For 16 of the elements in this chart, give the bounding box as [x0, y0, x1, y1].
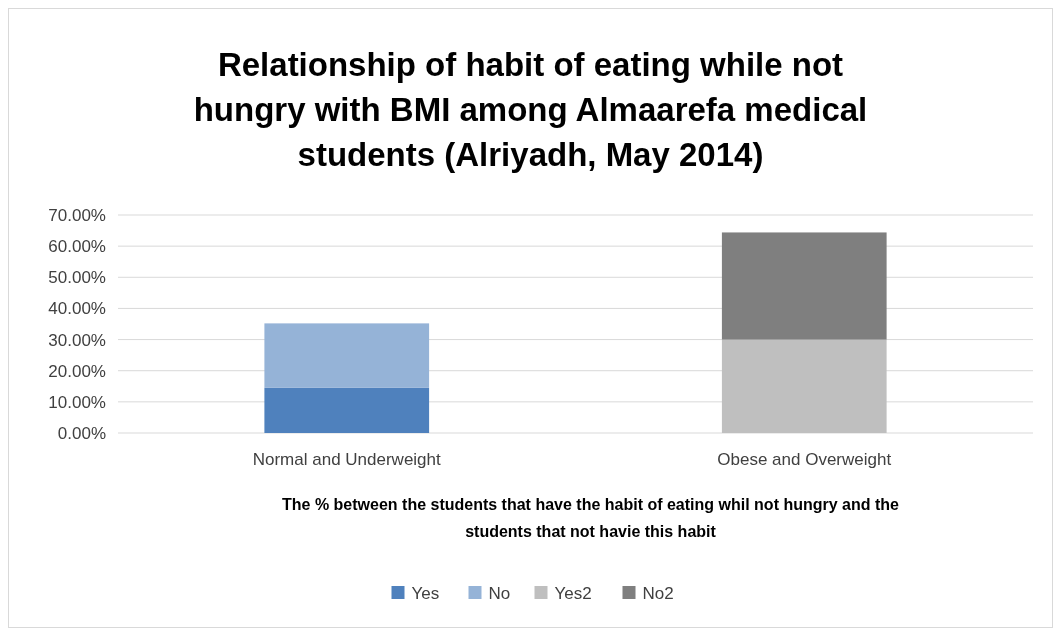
y-tick-label: 0.00%: [57, 423, 106, 443]
legend-label: No: [488, 583, 511, 603]
y-tick-label: 30.00%: [48, 330, 106, 350]
y-tick-label: 10.00%: [48, 392, 106, 412]
x-tick-label: Obese and Overweight: [717, 450, 892, 469]
y-tick-label: 70.00%: [48, 205, 106, 225]
legend-label: No2: [642, 583, 674, 603]
legend-label: Yes2: [554, 583, 592, 603]
y-tick-label: 20.00%: [48, 361, 106, 381]
x-tick-label: Normal and Underweight: [252, 450, 442, 469]
chart-title: Relationship of habit of eating while not hungry with BMI among Almaarefa medical students (Alriyadh, May 2014): [193, 46, 868, 173]
x-axis-title: The % between the students that have the habit of eating whil not hungry and the students that not havie this habit: [282, 496, 900, 540]
y-tick-label: 40.00%: [48, 299, 106, 319]
y-tick-label: 50.00%: [48, 268, 106, 288]
y-tick-label: 60.00%: [48, 237, 106, 257]
legend-label: Yes: [411, 583, 440, 603]
